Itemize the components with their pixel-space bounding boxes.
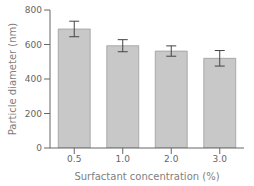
svg-text:Particle diameter (nm): Particle diameter (nm) (8, 23, 18, 136)
svg-text:1.0: 1.0 (116, 154, 131, 164)
svg-text:200: 200 (25, 109, 42, 119)
svg-text:Surfactant concentration (%): Surfactant concentration (%) (74, 171, 219, 182)
svg-text:0: 0 (36, 143, 42, 153)
svg-text:800: 800 (25, 5, 42, 15)
svg-text:2.0: 2.0 (164, 154, 179, 164)
svg-text:400: 400 (25, 74, 42, 84)
svg-text:0.5: 0.5 (67, 154, 81, 164)
svg-text:3.0: 3.0 (213, 154, 228, 164)
svg-text:600: 600 (25, 40, 42, 50)
